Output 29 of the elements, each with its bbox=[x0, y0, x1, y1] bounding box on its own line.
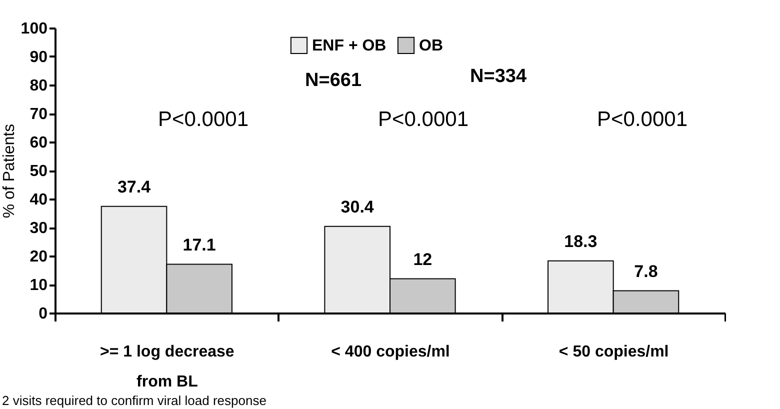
y-tick-label: 100 bbox=[20, 20, 48, 38]
y-tick-label: 20 bbox=[30, 248, 48, 266]
y-tick-label: 60 bbox=[30, 134, 48, 152]
data-label: 30.4 bbox=[340, 197, 374, 216]
x-tick-label: < 50 copies/ml bbox=[558, 344, 669, 360]
data-label: 17.1 bbox=[182, 235, 216, 254]
y-tick-label: 40 bbox=[30, 192, 48, 208]
y-tick-label: 0 bbox=[38, 306, 48, 322]
data-label: 12 bbox=[413, 250, 432, 269]
legend-label: ENF + OB bbox=[312, 37, 386, 54]
data-label: 18.3 bbox=[564, 232, 598, 251]
annotation: N=661 bbox=[305, 70, 362, 92]
data-label: 37.4 bbox=[117, 177, 152, 196]
y-tick-label: 70 bbox=[30, 106, 48, 123]
y-tick-label: 90 bbox=[30, 49, 48, 66]
y-axis-title: % of Patients bbox=[0, 124, 18, 218]
y-tick-label: 50 bbox=[30, 163, 48, 180]
y-tick-label: 10 bbox=[30, 277, 48, 294]
y-tick-label: 80 bbox=[30, 78, 48, 94]
text: 2 visits required to confirm viral load response bbox=[2, 393, 266, 408]
x-tick-label: < 400 copies/ml bbox=[331, 344, 450, 360]
y-tick-label: 30 bbox=[30, 220, 48, 237]
annotation: N=334 bbox=[470, 66, 527, 88]
annotation: P<0.0001 bbox=[597, 108, 688, 132]
legend-label: OB bbox=[419, 37, 443, 54]
annotation: P<0.0001 bbox=[158, 108, 249, 132]
x-tick-label: >= 1 log decrease from BL bbox=[100, 344, 234, 390]
data-label: 7.8 bbox=[634, 262, 658, 281]
annotation: P<0.0001 bbox=[378, 108, 469, 132]
